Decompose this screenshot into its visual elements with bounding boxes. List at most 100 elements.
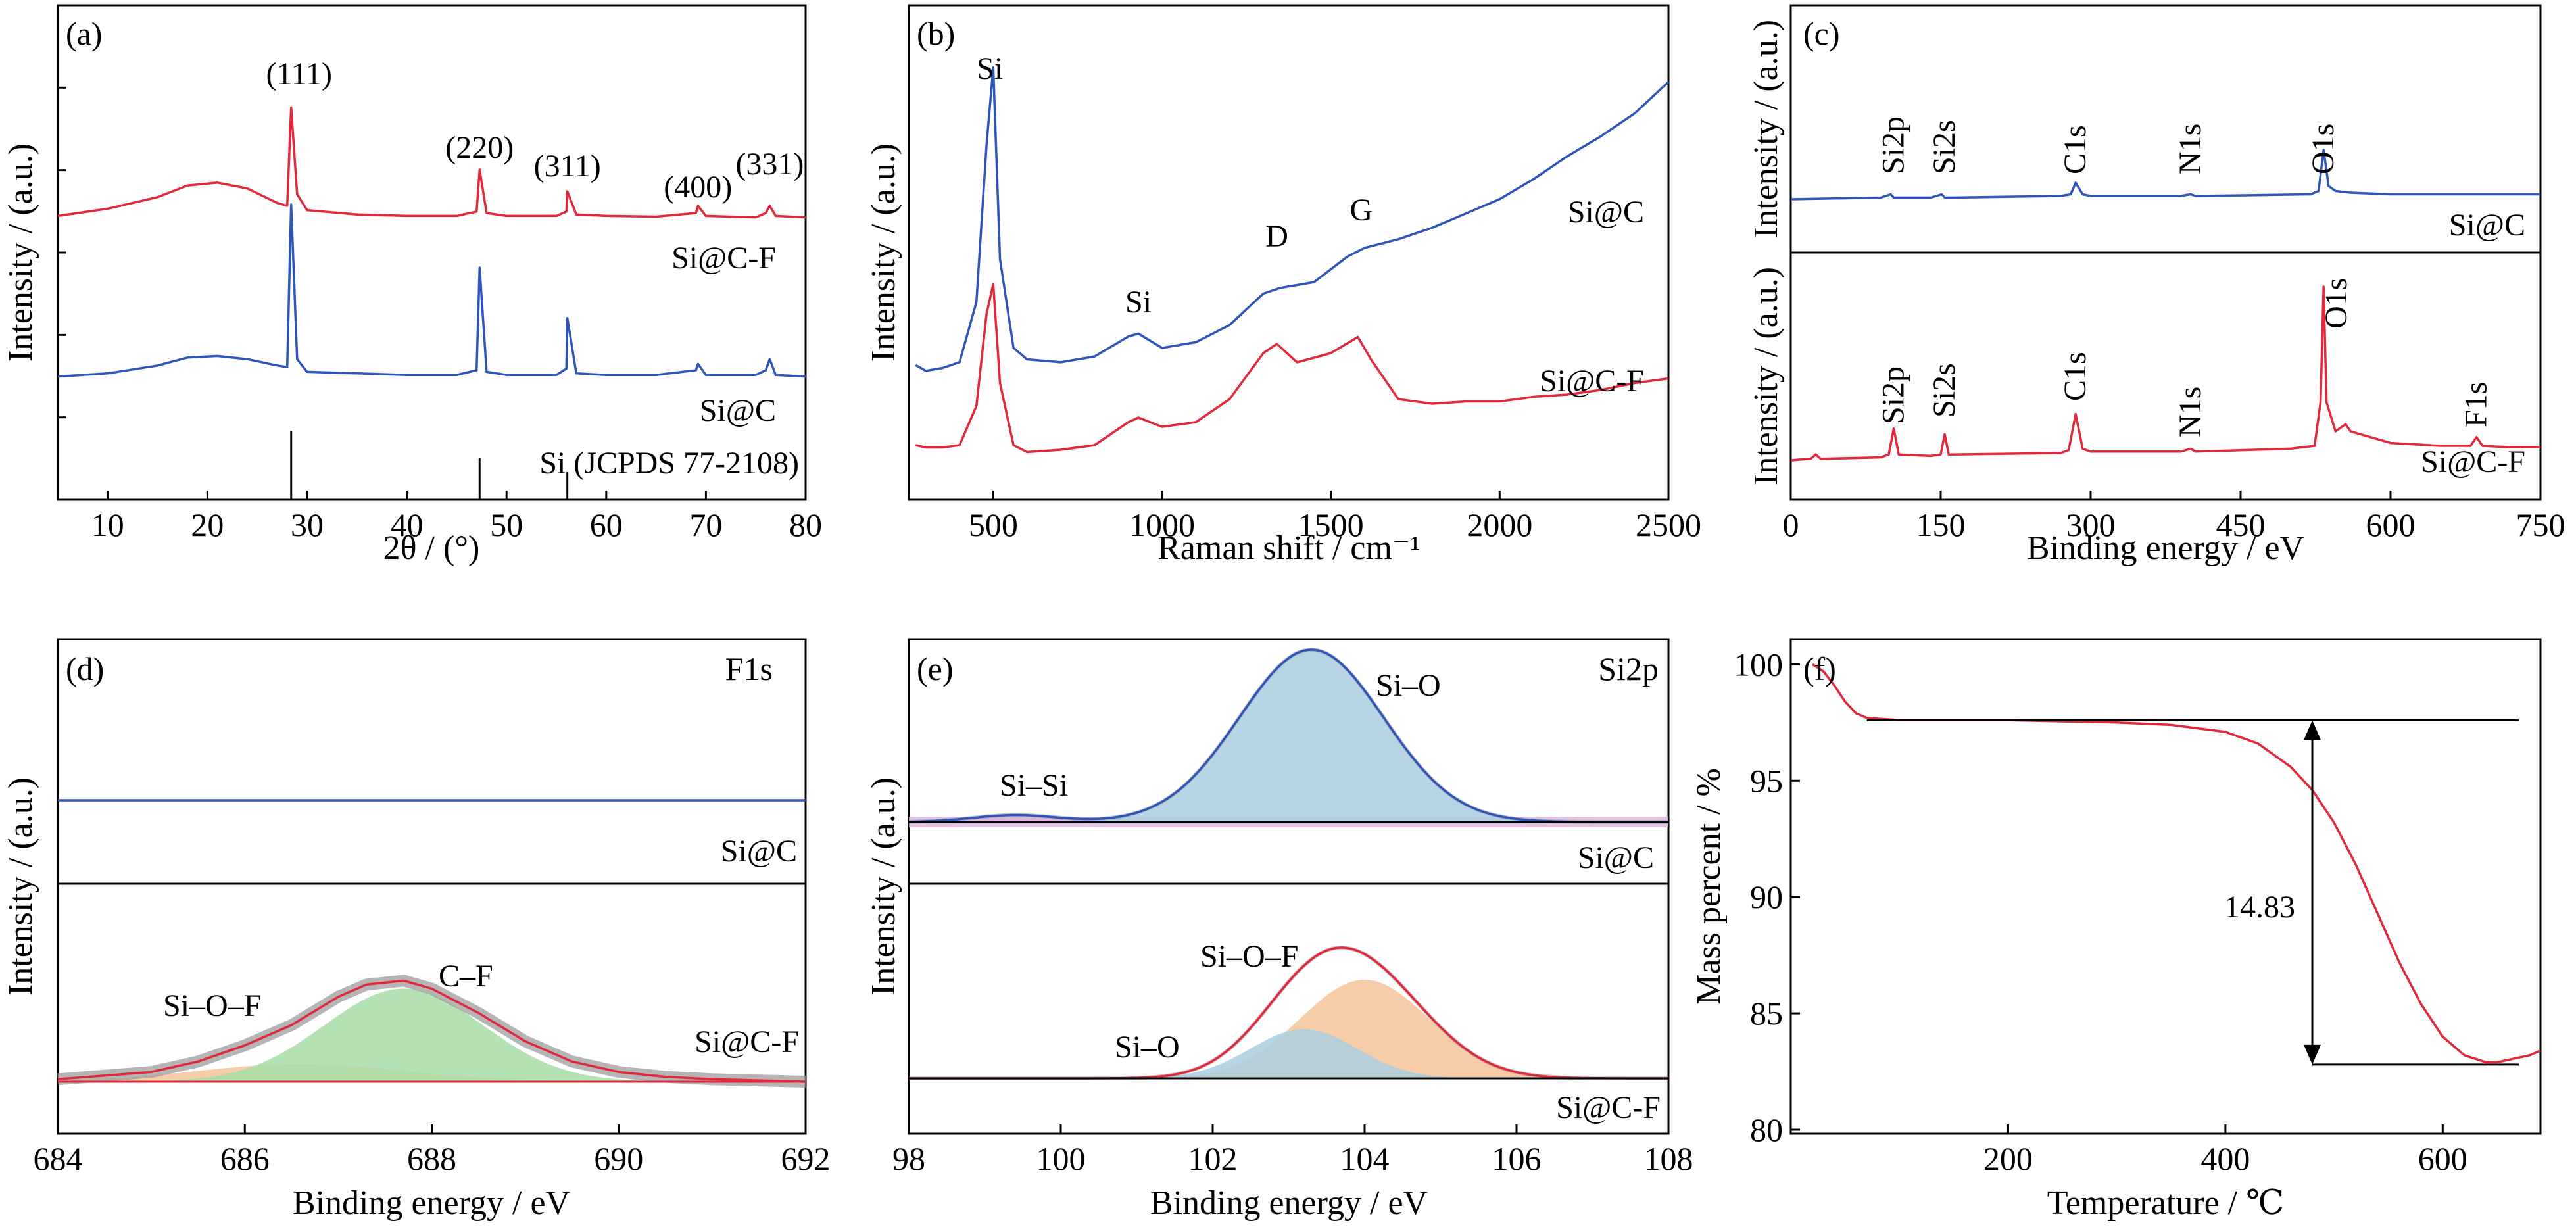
- panel-e-xlabel: Binding energy / eV: [1150, 1184, 1428, 1222]
- panel-b-frame: [908, 4, 1670, 501]
- panel-d-plot: 684 686 688 690 692: [34, 799, 831, 1177]
- panel-b-xlabel: Raman shift / cm⁻¹: [1157, 529, 1421, 567]
- panel-a-xtick-label: 60: [590, 506, 623, 543]
- panel-b-peak-label: Si: [977, 51, 1003, 86]
- panel-b-label-sic: Si@C: [1568, 195, 1644, 229]
- panel-e-plot: 98 100 102 104 106 108: [892, 647, 1693, 1177]
- panel-b-ylabel: Intensity / (a.u.): [865, 143, 902, 362]
- panel-a-peak-label: (311): [534, 149, 601, 183]
- panel-f-xtick-label: 400: [2200, 1140, 2250, 1177]
- panel-e-annotation-sio-top: Si–O: [1376, 668, 1441, 703]
- panel-f-ytick-label: 100: [1734, 646, 1783, 683]
- panel-c-xtick-label: 450: [2216, 506, 2266, 543]
- panel-f-xtick-label: 200: [1983, 1140, 2033, 1177]
- panel-e-label-sic: Si@C: [1578, 840, 1654, 875]
- panel-b-label-sicf: Si@C-F: [1540, 364, 1644, 398]
- panel-d-letter: (d): [66, 650, 104, 687]
- panel-c-series-sicf: [1790, 285, 2540, 462]
- panel-b-xtick-label: 1500: [1298, 506, 1364, 543]
- panel-d-xtick-label: 690: [594, 1140, 643, 1177]
- panel-d-xlabel: Binding energy / eV: [293, 1184, 570, 1222]
- panel-c-xtick-label: 0: [1783, 506, 1799, 543]
- panel-d-label-sicf: Si@C-F: [694, 1024, 799, 1059]
- panel-d-ylabel: Intensity / (a.u.): [2, 777, 39, 996]
- panel-e-title: Si2p: [1598, 650, 1659, 687]
- panel-f-arrowhead-up: [2304, 720, 2321, 740]
- panel-e-frame: [908, 638, 1670, 1135]
- panel-c-peak-label-bottom: F1s: [2459, 382, 2494, 427]
- panel-b-plot: 500 1000 1500 2000 2500 Si Si D G: [915, 51, 1701, 543]
- panel-b-xtick-label: 500: [969, 506, 1018, 543]
- panel-d-label-sic: Si@C: [721, 834, 797, 869]
- panel-a-label-sic: Si@C: [700, 393, 776, 428]
- panel-f-mass-loss-label: 14.83: [2224, 890, 2295, 925]
- panel-d-annotation-siof: Si–O–F: [163, 988, 261, 1023]
- panel-b-letter: (b): [917, 15, 955, 52]
- panel-d-title: F1s: [725, 650, 773, 687]
- panel-c-ylabel-top: Intensity / (a.u.): [1747, 20, 1785, 238]
- panel-a-peak-label: (111): [266, 57, 332, 91]
- panel-e-top-fit-component: [909, 650, 1668, 822]
- panel-e-letter: (e): [917, 650, 954, 687]
- panel-a-peak-label: (331): [735, 147, 804, 181]
- panel-e-xtick-label: 98: [892, 1140, 925, 1177]
- panel-e-label-sicf: Si@C-F: [1556, 1090, 1661, 1125]
- panel-a-label-sicf: Si@C-F: [671, 241, 776, 276]
- panel-f-letter: (f): [1803, 650, 1836, 687]
- panel-c-peak-label-top: C1s: [2058, 125, 2093, 174]
- panel-c-peak-label-bottom: N1s: [2173, 387, 2208, 437]
- panel-b-xtick-label: 2000: [1467, 506, 1532, 543]
- panel-a-xtick-label: 80: [789, 506, 822, 543]
- panel-f-ylabel: Mass percent / %: [1690, 768, 1728, 1005]
- panel-a-series-sicf: [57, 106, 806, 219]
- panel-f-ytick-label: 85: [1750, 995, 1783, 1032]
- panel-d-xtick-label: 692: [781, 1140, 831, 1177]
- panel-c-peak-label-bottom: Si2s: [1927, 363, 1962, 418]
- panel-e-ylabel: Intensity / (a.u.): [865, 777, 902, 996]
- panel-e-annotation-sisi: Si–Si: [1000, 768, 1068, 803]
- panel-d-xtick-label: 686: [220, 1140, 270, 1177]
- panel-a-letter: (a): [66, 15, 103, 52]
- panel-c-plot: 0 150 300 450 600 750 Si2p Si2s C1s N1s O1s Si2p Si2…: [1783, 116, 2565, 543]
- panel-d-xtick-label: 688: [407, 1140, 456, 1177]
- panel-c-peak-label-bottom: Si2p: [1876, 366, 1911, 424]
- panel-a-plot: 10 20 30 40 50 60 70 80 (111) (220) (311) (400)(331…: [57, 57, 822, 543]
- panel-a-reference-label: Si (JCPDS 77-2108): [539, 446, 799, 481]
- panel-f-frame: [1789, 638, 2542, 1135]
- panel-e-xtick-label: 108: [1644, 1140, 1693, 1177]
- panel-c-ylabel-bottom: Intensity / (a.u.): [1747, 267, 1785, 485]
- panel-c-label-sic: Si@C: [2449, 208, 2525, 243]
- panel-e-xtick-label: 104: [1340, 1140, 1390, 1177]
- panel-f-xtick-label: 600: [2418, 1140, 2467, 1177]
- panel-f-xlabel: Temperature / ℃: [2047, 1184, 2285, 1222]
- panel-f-ytick-label: 90: [1750, 879, 1783, 915]
- panel-a-xtick-label: 10: [91, 506, 124, 543]
- panel-e-xtick-label: 106: [1492, 1140, 1542, 1177]
- panel-d-series-sicf: [57, 979, 806, 1083]
- panel-b-xtick-label: 2500: [1636, 506, 1701, 543]
- panel-e-annotation-siof: Si–O–F: [1200, 939, 1298, 974]
- panel-f-plot: 200 400 600 80 85 90 95 100: [1734, 646, 2541, 1177]
- panel-c-peak-label-bottom: O1s: [2319, 278, 2354, 329]
- panel-f-series-tga: [1812, 663, 2541, 1064]
- panel-e-annotation-sio-bottom: Si–O: [1115, 1030, 1180, 1065]
- panel-e-bottom-fit-component: [909, 1029, 1668, 1078]
- panel-c-xtick-label: 750: [2516, 506, 2565, 543]
- panel-c-xlabel: Binding energy / eV: [2027, 529, 2304, 567]
- panel-c-peak-label-top: N1s: [2173, 124, 2208, 174]
- panel-b-peak-label: G: [1350, 193, 1373, 228]
- panel-b-peak-label: Si: [1125, 285, 1152, 320]
- panel-a-peak-label: (400): [664, 170, 732, 205]
- panel-b-series-sic: [915, 66, 1670, 372]
- panel-a-xtick-label: 20: [191, 506, 224, 543]
- panel-c-peak-label-bottom: C1s: [2058, 352, 2093, 401]
- panel-b-xtick-label: 1000: [1129, 506, 1195, 543]
- panel-c-xtick-label: 300: [2066, 506, 2116, 543]
- panel-c-label-sicf: Si@C-F: [2421, 445, 2525, 479]
- panel-c-peak-label-top: Si2s: [1927, 120, 1962, 174]
- panel-e-xtick-label: 102: [1188, 1140, 1238, 1177]
- panel-e-top-envelope: [908, 648, 1668, 823]
- panel-b-peak-label: D: [1265, 219, 1288, 254]
- panel-e-xtick-label: 100: [1036, 1140, 1086, 1177]
